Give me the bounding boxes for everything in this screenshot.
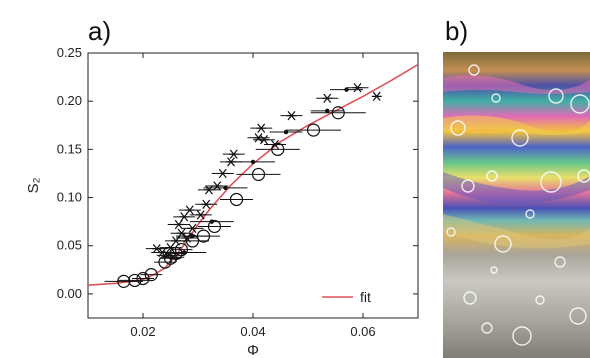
y-tick-label: 0.10: [57, 190, 82, 205]
bubble: [491, 93, 501, 103]
data-point-star: [286, 110, 297, 121]
data-point-star: [187, 223, 198, 234]
data-point-circle: [136, 271, 150, 286]
data-point-circle: [251, 167, 266, 182]
data-point-star: [322, 93, 333, 103]
bubble: [461, 179, 475, 193]
x-tick-label: 0.06: [350, 324, 375, 339]
data-point-star: [259, 135, 269, 145]
bubble: [525, 209, 535, 219]
bubble: [494, 235, 512, 253]
data-point-dot: [190, 233, 195, 239]
data-point-star: [256, 123, 267, 133]
data-point-star: [217, 168, 228, 179]
panel-b-label: b): [445, 16, 468, 46]
data-point-star: [184, 205, 195, 215]
bubble: [548, 88, 564, 104]
data-point-star: [201, 199, 212, 209]
data-point-dot: [325, 108, 330, 114]
data-point-star: [228, 149, 239, 159]
bubble: [577, 169, 590, 183]
bubble: [570, 94, 590, 114]
data-point-dot: [223, 185, 228, 191]
bubble: [481, 322, 493, 334]
bubble: [569, 307, 587, 325]
bubble: [486, 170, 498, 182]
bubble: [490, 266, 498, 274]
x-tick-label: 0.04: [240, 324, 265, 339]
data-point-star: [371, 91, 382, 102]
y-tick-label: 0.05: [57, 238, 82, 253]
chart-panel-a: 0.02 0.04 0.06 0.00 0.05 0.10 0.15 0.20 0.25 Φ S₂ f…: [25, 45, 419, 358]
y-tick-label: 0.20: [57, 93, 82, 108]
data-point-circle: [144, 268, 158, 282]
y-tick-label: 0.25: [57, 45, 82, 60]
panel-a-label: a): [88, 16, 111, 46]
bubble: [511, 129, 529, 147]
data-point-star: [352, 83, 363, 93]
data-point-star: [179, 212, 190, 222]
y-tick-label: 0.00: [57, 286, 82, 301]
x-axis-label: Φ: [247, 342, 259, 358]
data-point-star: [204, 185, 214, 195]
data-point-dot: [250, 159, 256, 165]
data-point-star: [270, 139, 280, 150]
data-point-star: [212, 181, 223, 191]
bubble: [512, 326, 532, 346]
data-point-circle: [271, 142, 285, 156]
data-point-circle: [331, 106, 345, 120]
legend-fit-label: fit: [360, 289, 371, 305]
bubble: [446, 227, 456, 237]
data-point-star: [151, 243, 162, 254]
y-axis-label: S₂: [25, 177, 42, 193]
bubble: [463, 291, 477, 305]
data-point-dot: [209, 219, 214, 224]
bubble: [468, 64, 480, 76]
data-point-star: [173, 219, 184, 230]
bubble-photo: [443, 52, 590, 358]
data-point-star: [195, 210, 206, 220]
bubble: [450, 120, 466, 136]
y-tick-label: 0.15: [57, 141, 82, 156]
data-point-star: [168, 252, 179, 262]
x-tick-label: 0.02: [130, 324, 155, 339]
data-point-circle: [229, 192, 244, 207]
data-point-dot: [283, 129, 289, 135]
data-point-star: [182, 233, 192, 243]
data-point-circle: [174, 242, 189, 257]
bubble: [535, 295, 545, 305]
data-point-circle: [306, 123, 321, 137]
bubble: [540, 171, 562, 193]
data-point-circle: [128, 273, 142, 288]
data-point-circle: [207, 219, 222, 234]
bubble: [554, 256, 566, 268]
data-point-dot: [344, 87, 349, 92]
data-point-dot: [182, 250, 187, 255]
data-point-circle: [117, 274, 131, 288]
